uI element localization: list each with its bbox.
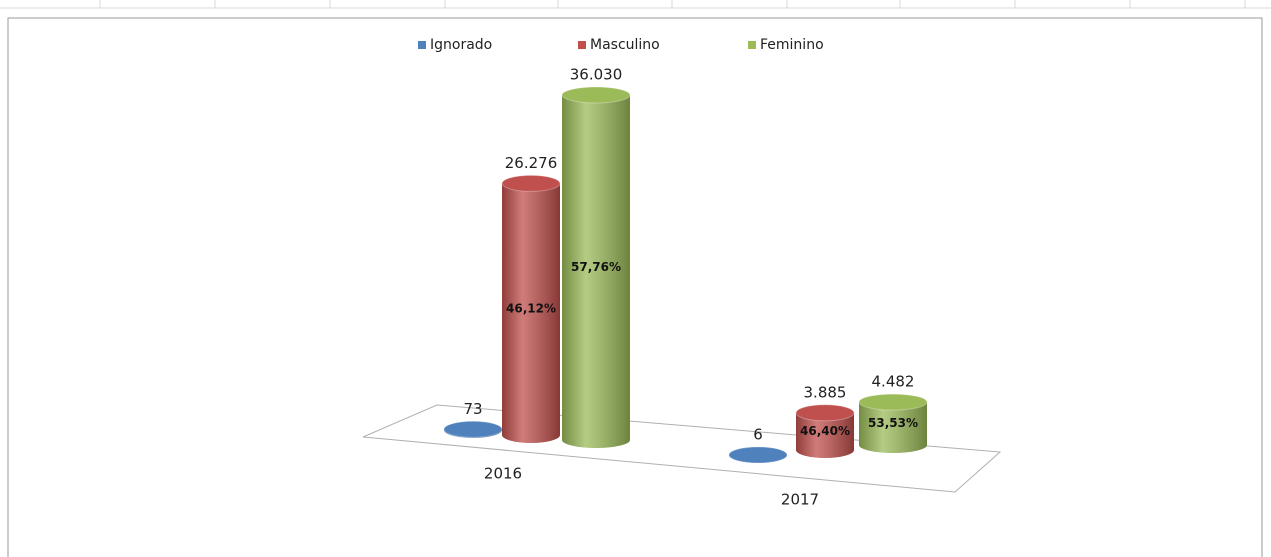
chart-area xyxy=(7,17,1263,557)
data-label: 26.276 xyxy=(505,154,558,172)
x-tick-label: 2016 xyxy=(484,465,522,483)
floor xyxy=(362,404,1002,493)
cylinder-top xyxy=(561,86,631,104)
legend-swatch xyxy=(578,41,586,49)
percent-label: 57,76% xyxy=(571,260,621,274)
cylinder-top xyxy=(858,393,928,411)
cylinder-body-shade xyxy=(502,183,560,435)
data-label: 4.482 xyxy=(872,373,915,391)
x-tick-label: 2017 xyxy=(781,491,819,509)
cylinder-body-shade xyxy=(562,95,630,440)
data-label: 73 xyxy=(463,400,482,418)
legend-label: Masculino xyxy=(590,37,660,53)
percent-label: 46,12% xyxy=(506,302,556,316)
cylinder xyxy=(858,393,928,453)
cylinder-top xyxy=(501,174,561,192)
legend-label: Ignorado xyxy=(430,37,492,53)
cylinder xyxy=(501,174,561,443)
legend-label: Feminino xyxy=(760,37,824,53)
data-label: 3.885 xyxy=(804,383,847,401)
cylinder-top xyxy=(443,420,503,438)
data-label: 6 xyxy=(753,425,763,443)
percent-label: 53,53% xyxy=(868,416,918,430)
cylinder-top xyxy=(728,446,788,464)
percent-label: 46,40% xyxy=(800,424,850,438)
legend-swatch xyxy=(418,41,426,49)
legend-swatch xyxy=(748,41,756,49)
sheet-grid xyxy=(0,0,1271,9)
cylinder xyxy=(561,86,631,448)
cylinder xyxy=(795,404,855,458)
cylinder xyxy=(728,446,788,464)
data-label: 36.030 xyxy=(570,66,623,84)
cylinder xyxy=(443,420,503,438)
cylinder-top xyxy=(795,404,855,422)
